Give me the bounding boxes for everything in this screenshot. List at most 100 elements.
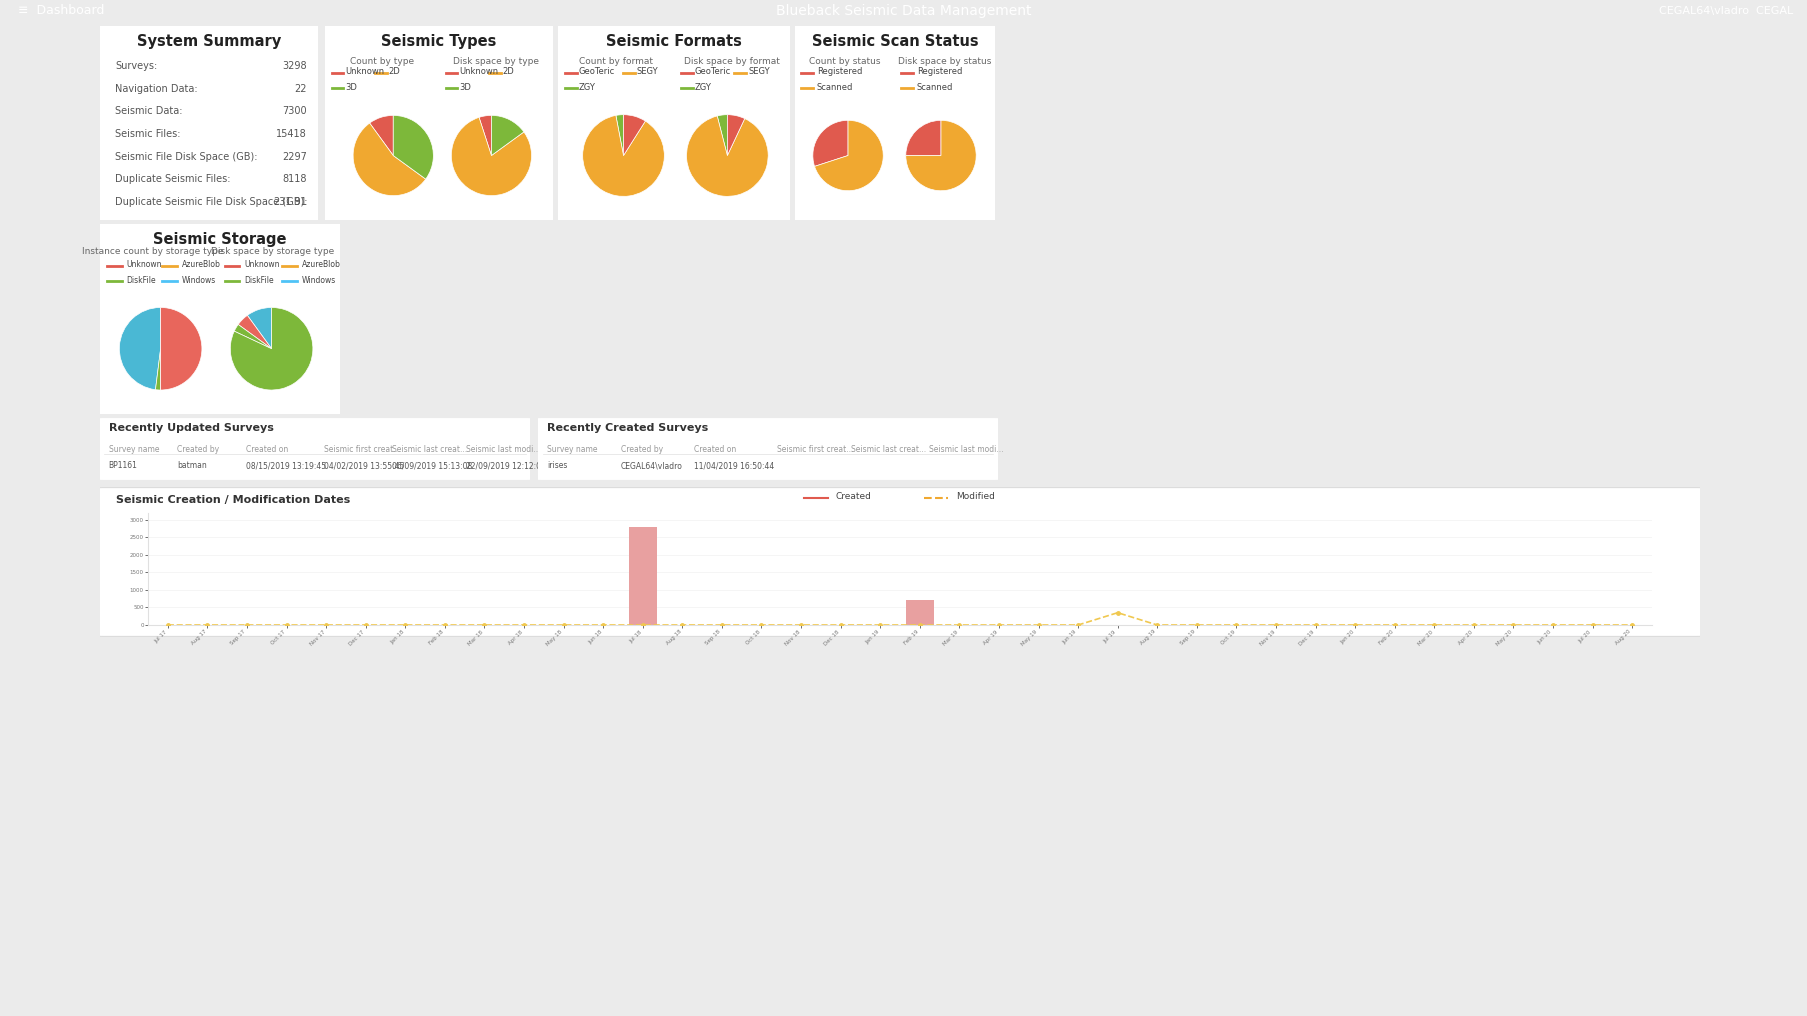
Text: Seismic Creation / Modification Dates: Seismic Creation / Modification Dates xyxy=(116,495,351,505)
Text: irises: irises xyxy=(548,461,567,470)
FancyBboxPatch shape xyxy=(98,418,531,481)
FancyBboxPatch shape xyxy=(99,224,342,415)
Text: AzureBlob: AzureBlob xyxy=(302,260,340,269)
Wedge shape xyxy=(239,315,271,348)
Text: Duplicate Seismic File Disk Space (GB):: Duplicate Seismic File Disk Space (GB): xyxy=(116,197,307,207)
FancyBboxPatch shape xyxy=(557,25,791,220)
FancyBboxPatch shape xyxy=(96,488,1704,636)
Text: ≡  Dashboard: ≡ Dashboard xyxy=(18,4,105,17)
Text: 15418: 15418 xyxy=(276,129,307,139)
Wedge shape xyxy=(492,116,524,155)
Text: Disk space by format: Disk space by format xyxy=(683,57,779,66)
Text: GeoTeric: GeoTeric xyxy=(578,67,614,76)
Text: Seismic last modi...: Seismic last modi... xyxy=(929,445,1003,454)
Text: Seismic last creat...: Seismic last creat... xyxy=(392,445,468,454)
Text: Seismic last modi...: Seismic last modi... xyxy=(464,445,540,454)
Text: Count by status: Count by status xyxy=(810,57,880,66)
Text: 3D: 3D xyxy=(459,82,472,91)
Text: Duplicate Seismic Files:: Duplicate Seismic Files: xyxy=(116,175,231,185)
Wedge shape xyxy=(726,115,744,155)
Text: GeoTeric: GeoTeric xyxy=(694,67,730,76)
Wedge shape xyxy=(813,120,847,167)
Text: Disk space by type: Disk space by type xyxy=(454,57,538,66)
Wedge shape xyxy=(616,115,623,155)
Text: Seismic last creat...: Seismic last creat... xyxy=(851,445,925,454)
Text: BP1161: BP1161 xyxy=(108,461,137,470)
FancyBboxPatch shape xyxy=(535,418,999,481)
Text: Created by: Created by xyxy=(620,445,663,454)
Wedge shape xyxy=(815,120,884,191)
Text: 3D: 3D xyxy=(345,82,358,91)
Text: Blueback Seismic Data Management: Blueback Seismic Data Management xyxy=(775,4,1032,18)
Wedge shape xyxy=(623,115,645,155)
Wedge shape xyxy=(392,116,434,179)
Text: Seismic first creat...: Seismic first creat... xyxy=(777,445,853,454)
Text: Seismic Formats: Seismic Formats xyxy=(605,34,741,49)
Text: Seismic Files:: Seismic Files: xyxy=(116,129,181,139)
Wedge shape xyxy=(905,120,976,191)
Text: Created: Created xyxy=(835,492,871,501)
Text: SEGY: SEGY xyxy=(636,67,658,76)
Text: 3298: 3298 xyxy=(282,61,307,71)
Text: 22: 22 xyxy=(295,83,307,93)
Wedge shape xyxy=(352,123,425,196)
Text: CEGAL64\vladro  CEGAL: CEGAL64\vladro CEGAL xyxy=(1657,6,1793,16)
Text: DiskFile: DiskFile xyxy=(126,275,155,284)
Text: Unknown: Unknown xyxy=(459,67,499,76)
Text: Modified: Modified xyxy=(956,492,994,501)
Text: Unknown: Unknown xyxy=(126,260,163,269)
Text: Disk space by status: Disk space by status xyxy=(898,57,990,66)
Text: Survey name: Survey name xyxy=(548,445,598,454)
Text: DiskFile: DiskFile xyxy=(244,275,273,284)
Text: Instance count by storage type: Instance count by storage type xyxy=(81,247,224,256)
Text: Created on: Created on xyxy=(694,445,735,454)
Wedge shape xyxy=(155,348,161,390)
Bar xyxy=(629,526,656,625)
Text: ZGY: ZGY xyxy=(578,82,596,91)
Wedge shape xyxy=(905,120,940,155)
Text: 11/04/2019 16:50:44: 11/04/2019 16:50:44 xyxy=(694,461,773,470)
Text: 231.91: 231.91 xyxy=(273,197,307,207)
Text: 08/15/2019 13:19:45: 08/15/2019 13:19:45 xyxy=(246,461,325,470)
Text: Seismic Storage: Seismic Storage xyxy=(154,232,287,247)
Text: Disk space by storage type: Disk space by storage type xyxy=(211,247,334,256)
Text: Count by type: Count by type xyxy=(351,57,414,66)
Wedge shape xyxy=(161,308,202,390)
Text: Unknown: Unknown xyxy=(244,260,280,269)
Text: Seismic Data:: Seismic Data: xyxy=(116,107,183,116)
Wedge shape xyxy=(717,115,726,155)
Text: 22/09/2019 12:12:08: 22/09/2019 12:12:08 xyxy=(464,461,546,470)
Text: SEGY: SEGY xyxy=(748,67,770,76)
Text: CEGAL64\vladro: CEGAL64\vladro xyxy=(620,461,683,470)
Text: Count by format: Count by format xyxy=(578,57,652,66)
Text: 04/02/2019 13:55:45: 04/02/2019 13:55:45 xyxy=(323,461,403,470)
Text: Seismic Types: Seismic Types xyxy=(381,34,497,49)
Text: System Summary: System Summary xyxy=(137,34,280,49)
Text: Navigation Data:: Navigation Data: xyxy=(116,83,197,93)
Text: 2D: 2D xyxy=(502,67,515,76)
Wedge shape xyxy=(479,116,492,155)
Text: Registered: Registered xyxy=(817,67,862,76)
Text: Scanned: Scanned xyxy=(916,82,952,91)
Wedge shape xyxy=(235,324,271,348)
Text: Windows: Windows xyxy=(302,275,336,284)
Text: ZGY: ZGY xyxy=(694,82,712,91)
Wedge shape xyxy=(119,308,161,390)
Text: 8118: 8118 xyxy=(282,175,307,185)
Text: batman: batman xyxy=(177,461,208,470)
Text: Windows: Windows xyxy=(181,275,215,284)
Text: Recently Updated Surveys: Recently Updated Surveys xyxy=(108,423,273,433)
Text: Recently Created Surveys: Recently Created Surveys xyxy=(548,423,708,433)
Text: AzureBlob: AzureBlob xyxy=(181,260,220,269)
Text: 7300: 7300 xyxy=(282,107,307,116)
Wedge shape xyxy=(582,116,663,196)
FancyBboxPatch shape xyxy=(323,25,553,220)
FancyBboxPatch shape xyxy=(99,25,318,220)
Wedge shape xyxy=(248,308,271,348)
Text: 2D: 2D xyxy=(389,67,401,76)
FancyBboxPatch shape xyxy=(793,25,996,220)
Text: Survey name: Survey name xyxy=(108,445,159,454)
Text: Surveys:: Surveys: xyxy=(116,61,157,71)
Text: Seismic Scan Status: Seismic Scan Status xyxy=(811,34,978,49)
Text: Scanned: Scanned xyxy=(817,82,853,91)
